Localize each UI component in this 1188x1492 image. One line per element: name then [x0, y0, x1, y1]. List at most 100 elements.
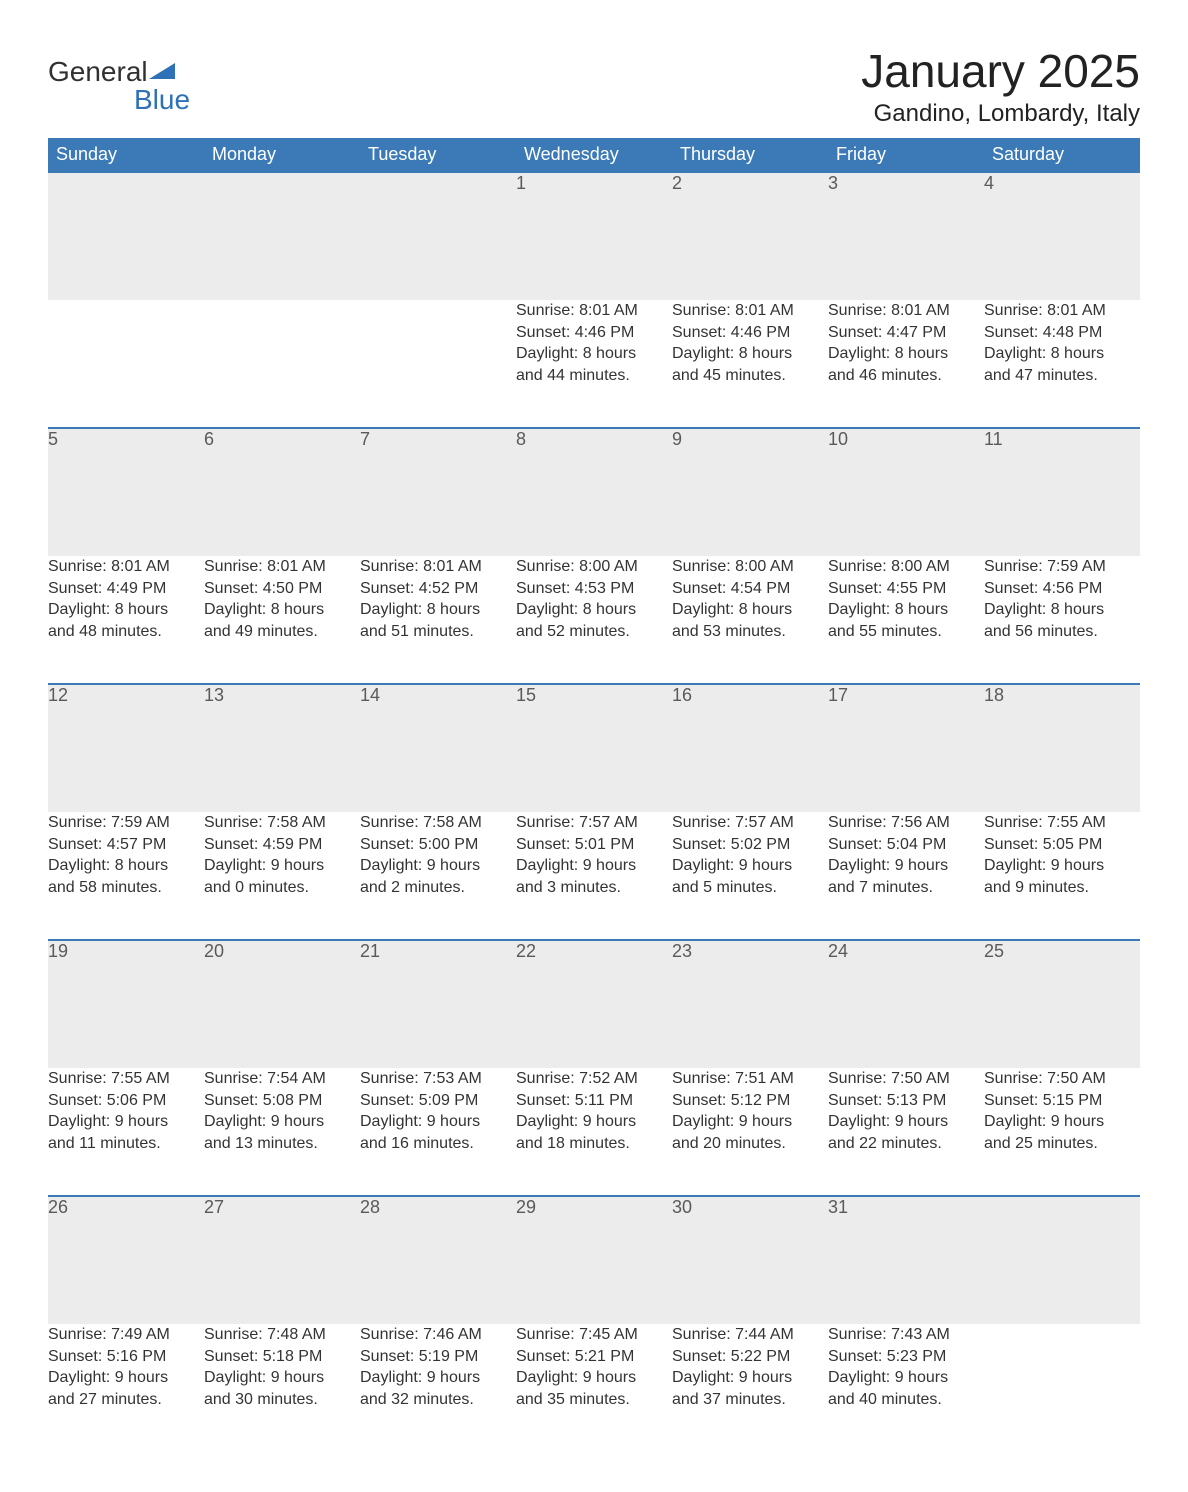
daylight-line2: and 48 minutes.	[48, 623, 162, 640]
day-details: Sunrise: 8:00 AMSunset: 4:54 PMDaylight:…	[672, 556, 828, 684]
sunrise-text: Sunrise: 7:44 AM	[672, 1326, 794, 1343]
day-details: Sunrise: 7:56 AMSunset: 5:04 PMDaylight:…	[828, 812, 984, 940]
sunrise-text: Sunrise: 7:54 AM	[204, 1070, 326, 1087]
daylight-line1: Daylight: 8 hours	[360, 601, 480, 618]
day-details: Sunrise: 7:50 AMSunset: 5:15 PMDaylight:…	[984, 1068, 1140, 1196]
day-number-row: 1234	[48, 172, 1140, 300]
sunrise-text: Sunrise: 8:01 AM	[984, 302, 1106, 319]
daylight-line1: Daylight: 9 hours	[48, 1369, 168, 1386]
daylight-line2: and 22 minutes.	[828, 1135, 942, 1152]
daylight-line2: and 0 minutes.	[204, 879, 309, 896]
daylight-line2: and 58 minutes.	[48, 879, 162, 896]
header: General Blue January 2025 Gandino, Lomba…	[48, 30, 1140, 138]
sunset-text: Sunset: 5:12 PM	[672, 1092, 790, 1109]
empty-cell	[984, 1324, 1140, 1452]
sunrise-text: Sunrise: 7:53 AM	[360, 1070, 482, 1087]
daylight-line2: and 44 minutes.	[516, 367, 630, 384]
day-details: Sunrise: 8:01 AMSunset: 4:47 PMDaylight:…	[828, 300, 984, 428]
daylight-line1: Daylight: 9 hours	[516, 857, 636, 874]
daylight-line1: Daylight: 9 hours	[48, 1113, 168, 1130]
day-details: Sunrise: 8:01 AMSunset: 4:48 PMDaylight:…	[984, 300, 1140, 428]
sunset-text: Sunset: 5:21 PM	[516, 1348, 634, 1365]
daylight-line1: Daylight: 8 hours	[984, 345, 1104, 362]
empty-cell	[360, 300, 516, 428]
day-number: 15	[516, 684, 672, 812]
sunrise-text: Sunrise: 8:00 AM	[672, 558, 794, 575]
sunset-text: Sunset: 5:23 PM	[828, 1348, 946, 1365]
day-number: 6	[204, 428, 360, 556]
day-details: Sunrise: 7:43 AMSunset: 5:23 PMDaylight:…	[828, 1324, 984, 1452]
weekday-header: Saturday	[984, 138, 1140, 172]
daylight-line1: Daylight: 9 hours	[828, 1113, 948, 1130]
day-number: 14	[360, 684, 516, 812]
sunset-text: Sunset: 5:13 PM	[828, 1092, 946, 1109]
daylight-line2: and 55 minutes.	[828, 623, 942, 640]
day-details: Sunrise: 7:49 AMSunset: 5:16 PMDaylight:…	[48, 1324, 204, 1452]
sunset-text: Sunset: 5:09 PM	[360, 1092, 478, 1109]
title-block: January 2025 Gandino, Lombardy, Italy	[861, 30, 1140, 138]
sunset-text: Sunset: 4:57 PM	[48, 836, 166, 853]
daylight-line1: Daylight: 9 hours	[828, 857, 948, 874]
day-number: 22	[516, 940, 672, 1068]
day-details: Sunrise: 8:01 AMSunset: 4:46 PMDaylight:…	[516, 300, 672, 428]
daylight-line1: Daylight: 9 hours	[984, 1113, 1104, 1130]
sunset-text: Sunset: 5:08 PM	[204, 1092, 322, 1109]
empty-cell	[204, 172, 360, 300]
day-details: Sunrise: 7:44 AMSunset: 5:22 PMDaylight:…	[672, 1324, 828, 1452]
day-number: 28	[360, 1196, 516, 1324]
day-details: Sunrise: 7:54 AMSunset: 5:08 PMDaylight:…	[204, 1068, 360, 1196]
daylight-line1: Daylight: 9 hours	[672, 1369, 792, 1386]
daylight-line1: Daylight: 9 hours	[360, 857, 480, 874]
day-details: Sunrise: 7:46 AMSunset: 5:19 PMDaylight:…	[360, 1324, 516, 1452]
sunrise-text: Sunrise: 7:58 AM	[360, 814, 482, 831]
daylight-line1: Daylight: 8 hours	[828, 345, 948, 362]
empty-cell	[48, 300, 204, 428]
day-details: Sunrise: 7:45 AMSunset: 5:21 PMDaylight:…	[516, 1324, 672, 1452]
day-number: 21	[360, 940, 516, 1068]
sunset-text: Sunset: 4:52 PM	[360, 580, 478, 597]
daylight-line1: Daylight: 8 hours	[48, 601, 168, 618]
daylight-line2: and 46 minutes.	[828, 367, 942, 384]
day-number: 9	[672, 428, 828, 556]
day-number: 13	[204, 684, 360, 812]
sunrise-text: Sunrise: 8:01 AM	[360, 558, 482, 575]
day-details: Sunrise: 7:57 AMSunset: 5:02 PMDaylight:…	[672, 812, 828, 940]
sunrise-text: Sunrise: 7:50 AM	[828, 1070, 950, 1087]
day-details: Sunrise: 7:51 AMSunset: 5:12 PMDaylight:…	[672, 1068, 828, 1196]
day-number-row: 19202122232425	[48, 940, 1140, 1068]
day-detail-row: Sunrise: 7:55 AMSunset: 5:06 PMDaylight:…	[48, 1068, 1140, 1196]
sunset-text: Sunset: 5:04 PM	[828, 836, 946, 853]
day-number: 16	[672, 684, 828, 812]
sunset-text: Sunset: 4:49 PM	[48, 580, 166, 597]
day-number-row: 12131415161718	[48, 684, 1140, 812]
daylight-line1: Daylight: 9 hours	[204, 857, 324, 874]
day-details: Sunrise: 7:57 AMSunset: 5:01 PMDaylight:…	[516, 812, 672, 940]
sunrise-text: Sunrise: 7:59 AM	[48, 814, 170, 831]
sunset-text: Sunset: 4:46 PM	[672, 324, 790, 341]
sunrise-text: Sunrise: 8:00 AM	[516, 558, 638, 575]
day-number: 29	[516, 1196, 672, 1324]
day-details: Sunrise: 7:58 AMSunset: 5:00 PMDaylight:…	[360, 812, 516, 940]
weekday-header: Monday	[204, 138, 360, 172]
daylight-line2: and 45 minutes.	[672, 367, 786, 384]
daylight-line1: Daylight: 9 hours	[516, 1369, 636, 1386]
day-number: 31	[828, 1196, 984, 1324]
daylight-line1: Daylight: 9 hours	[516, 1113, 636, 1130]
weekday-header: Wednesday	[516, 138, 672, 172]
weekday-header: Thursday	[672, 138, 828, 172]
daylight-line2: and 27 minutes.	[48, 1391, 162, 1408]
day-number-row: 567891011	[48, 428, 1140, 556]
sunrise-text: Sunrise: 8:00 AM	[828, 558, 950, 575]
sunrise-text: Sunrise: 8:01 AM	[204, 558, 326, 575]
day-number: 17	[828, 684, 984, 812]
weekday-header: Friday	[828, 138, 984, 172]
logo-word-2: Blue	[48, 84, 190, 115]
daylight-line1: Daylight: 9 hours	[672, 1113, 792, 1130]
daylight-line2: and 3 minutes.	[516, 879, 621, 896]
day-details: Sunrise: 8:00 AMSunset: 4:55 PMDaylight:…	[828, 556, 984, 684]
sunset-text: Sunset: 5:06 PM	[48, 1092, 166, 1109]
daylight-line1: Daylight: 8 hours	[672, 601, 792, 618]
daylight-line1: Daylight: 8 hours	[516, 601, 636, 618]
daylight-line2: and 11 minutes.	[48, 1135, 161, 1152]
sunrise-text: Sunrise: 7:50 AM	[984, 1070, 1106, 1087]
